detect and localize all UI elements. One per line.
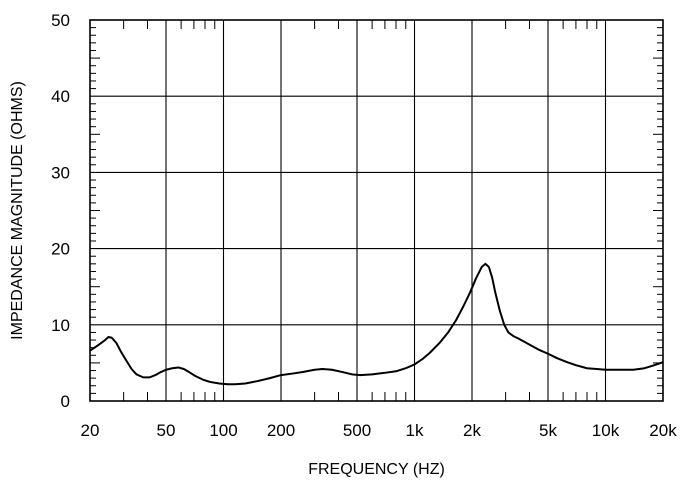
x-tick-label: 100 bbox=[209, 421, 237, 440]
x-tick-label: 50 bbox=[157, 421, 176, 440]
y-tick-label: 20 bbox=[51, 240, 70, 259]
x-tick-label: 1k bbox=[406, 421, 424, 440]
x-tick-label: 500 bbox=[343, 421, 371, 440]
x-tick-label: 200 bbox=[267, 421, 295, 440]
x-tick-label: 10k bbox=[592, 421, 620, 440]
series-line-impedance bbox=[89, 262, 664, 386]
x-axis-label: FREQUENCY (HZ) bbox=[308, 461, 445, 478]
minor-ticks bbox=[90, 20, 663, 401]
y-tick-label: 10 bbox=[51, 316, 70, 335]
x-axis-ticks: 20 50 100 200 500 1k 2k 5k 10k 20k bbox=[81, 421, 678, 440]
x-tick-label: 20k bbox=[649, 421, 677, 440]
x-tick-label: 2k bbox=[463, 421, 481, 440]
grid bbox=[90, 20, 663, 401]
y-axis-ticks: 0 10 20 30 40 50 bbox=[51, 11, 70, 411]
plot-area-frame bbox=[89, 19, 664, 402]
x-tick-label: 5k bbox=[539, 421, 557, 440]
y-tick-label: 0 bbox=[61, 392, 70, 411]
x-tick-label: 20 bbox=[81, 421, 100, 440]
y-tick-label: 50 bbox=[51, 11, 70, 30]
y-tick-label: 40 bbox=[51, 87, 70, 106]
y-axis-label: IMPEDANCE MAGNITUDE (OHMS) bbox=[9, 81, 26, 340]
y-tick-label: 30 bbox=[51, 163, 70, 182]
